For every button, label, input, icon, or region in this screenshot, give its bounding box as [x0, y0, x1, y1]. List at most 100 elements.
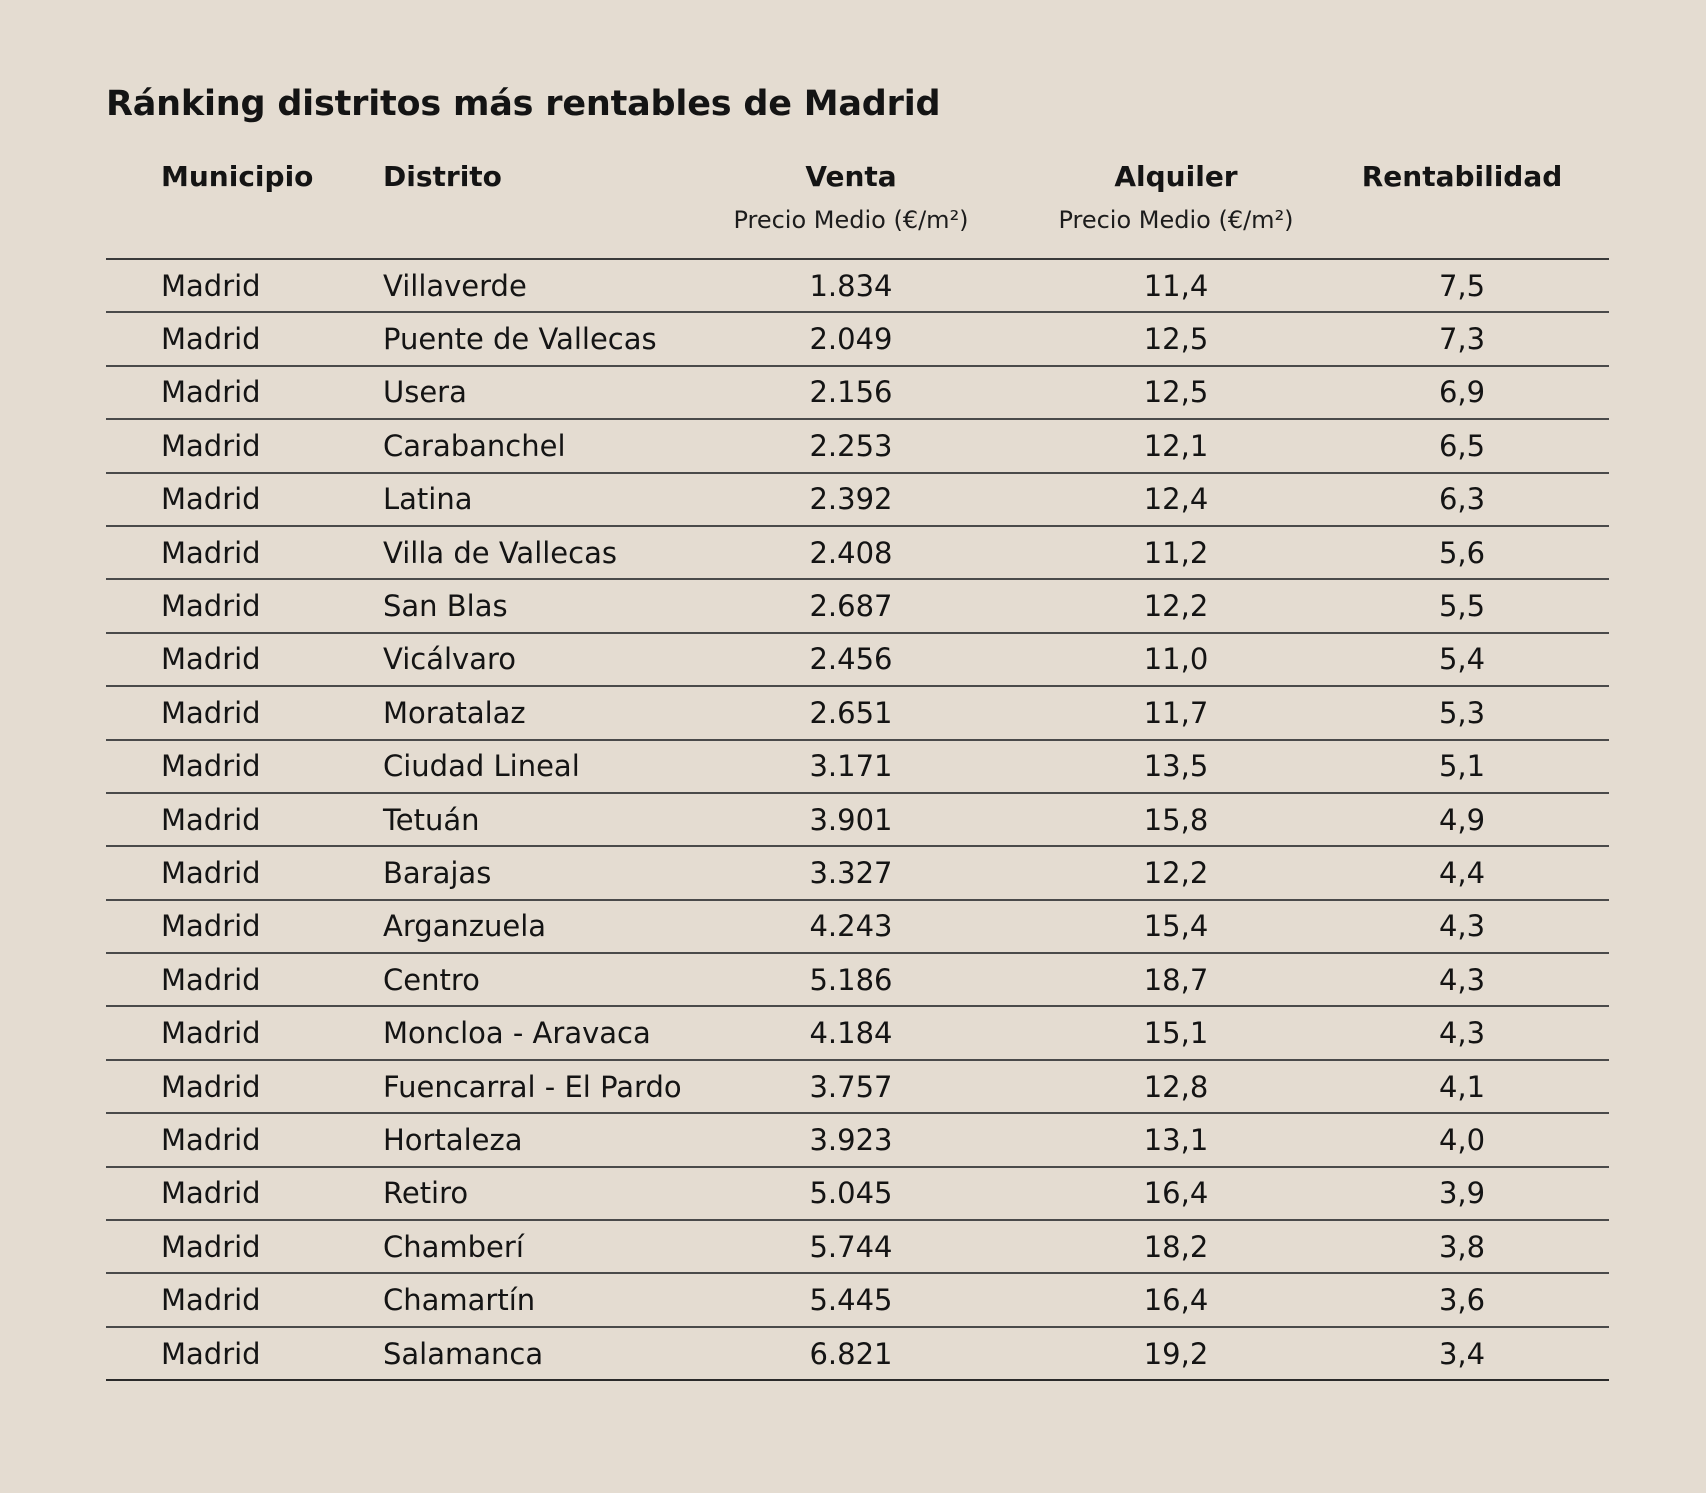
cell-alquiler: 11,7 — [1143, 695, 1209, 730]
cell-distrito: Puente de Vallecas — [383, 322, 657, 357]
header-venta-sub: Precio Medio (€/m²) — [733, 206, 969, 234]
cell-venta: 4.243 — [809, 909, 893, 944]
cell-venta: 2.456 — [809, 642, 893, 677]
cell-municipio: Madrid — [161, 855, 261, 890]
cell-municipio: Madrid — [161, 1069, 261, 1104]
cell-distrito: Carabanchel — [383, 428, 566, 463]
cell-venta: 3.327 — [809, 855, 893, 890]
cell-distrito: Ciudad Lineal — [383, 749, 580, 784]
table-row: Madrid Tetuán 3.901 15,8 4,9 — [106, 794, 1609, 848]
cell-distrito: San Blas — [383, 589, 508, 624]
cell-venta: 2.392 — [809, 482, 893, 517]
cell-municipio: Madrid — [161, 802, 261, 837]
cell-municipio: Madrid — [161, 695, 261, 730]
cell-rentabilidad: 5,1 — [1438, 749, 1486, 784]
cell-alquiler: 15,1 — [1143, 1016, 1209, 1051]
cell-alquiler: 13,1 — [1143, 1122, 1209, 1157]
cell-municipio: Madrid — [161, 1016, 261, 1051]
cell-venta: 4.184 — [809, 1016, 893, 1051]
cell-rentabilidad: 3,8 — [1438, 1229, 1486, 1264]
table-row: Madrid Carabanchel 2.253 12,1 6,5 — [106, 420, 1609, 474]
cell-distrito: Usera — [383, 375, 467, 410]
table-row: Madrid Hortaleza 3.923 13,1 4,0 — [106, 1114, 1609, 1168]
cell-rentabilidad: 4,3 — [1438, 909, 1486, 944]
cell-rentabilidad: 3,4 — [1438, 1336, 1486, 1371]
cell-alquiler: 12,2 — [1143, 855, 1209, 890]
cell-rentabilidad: 4,3 — [1438, 962, 1486, 997]
cell-rentabilidad: 4,4 — [1438, 855, 1486, 890]
cell-venta: 2.156 — [809, 375, 893, 410]
cell-distrito: Tetuán — [383, 802, 480, 837]
cell-alquiler: 18,7 — [1143, 962, 1209, 997]
cell-municipio: Madrid — [161, 909, 261, 944]
cell-municipio: Madrid — [161, 535, 261, 570]
table-row: Madrid Centro 5.186 18,7 4,3 — [106, 954, 1609, 1008]
table-row: Madrid San Blas 2.687 12,2 5,5 — [106, 580, 1609, 634]
cell-rentabilidad: 4,3 — [1438, 1016, 1486, 1051]
cell-distrito: Retiro — [383, 1176, 469, 1211]
cell-venta: 2.253 — [809, 428, 893, 463]
cell-rentabilidad: 7,5 — [1438, 268, 1486, 303]
cell-venta: 3.923 — [809, 1122, 893, 1157]
cell-venta: 2.651 — [809, 695, 893, 730]
cell-rentabilidad: 5,6 — [1438, 535, 1486, 570]
cell-venta: 5.045 — [809, 1176, 893, 1211]
cell-municipio: Madrid — [161, 1336, 261, 1371]
header-municipio: Municipio — [161, 160, 314, 193]
table-row: Madrid Retiro 5.045 16,4 3,9 — [106, 1168, 1609, 1222]
table-row: Madrid Fuencarral - El Pardo 3.757 12,8 4,1 — [106, 1061, 1609, 1115]
cell-rentabilidad: 6,3 — [1438, 482, 1486, 517]
cell-alquiler: 16,4 — [1143, 1283, 1209, 1318]
cell-venta: 3.901 — [809, 802, 893, 837]
cell-alquiler: 13,5 — [1143, 749, 1209, 784]
cell-rentabilidad: 4,0 — [1438, 1122, 1486, 1157]
cell-venta: 6.821 — [809, 1336, 893, 1371]
table-row: Madrid Puente de Vallecas 2.049 12,5 7,3 — [106, 313, 1609, 367]
cell-distrito: Hortaleza — [383, 1122, 523, 1157]
cell-alquiler: 11,0 — [1143, 642, 1209, 677]
cell-distrito: Chamartín — [383, 1283, 536, 1318]
table-row: Madrid Moratalaz 2.651 11,7 5,3 — [106, 687, 1609, 741]
cell-municipio: Madrid — [161, 1283, 261, 1318]
cell-rentabilidad: 3,9 — [1438, 1176, 1486, 1211]
cell-distrito: Barajas — [383, 855, 492, 890]
table-row: Madrid Villaverde 1.834 11,4 7,5 — [106, 260, 1609, 314]
cell-alquiler: 16,4 — [1143, 1176, 1209, 1211]
header-alquiler: Alquiler — [1114, 160, 1238, 193]
cell-alquiler: 12,8 — [1143, 1069, 1209, 1104]
table-row: Madrid Vicálvaro 2.456 11,0 5,4 — [106, 634, 1609, 688]
cell-distrito: Villaverde — [383, 268, 527, 303]
cell-alquiler: 15,8 — [1143, 802, 1209, 837]
cell-municipio: Madrid — [161, 322, 261, 357]
cell-distrito: Moratalaz — [383, 695, 526, 730]
cell-venta: 5.744 — [809, 1229, 893, 1264]
cell-municipio: Madrid — [161, 428, 261, 463]
table-row: Madrid Moncloa - Aravaca 4.184 15,1 4,3 — [106, 1007, 1609, 1061]
cell-municipio: Madrid — [161, 749, 261, 784]
cell-venta: 3.171 — [809, 749, 893, 784]
table-header: Municipio Distrito Venta Precio Medio (€… — [106, 150, 1609, 258]
cell-alquiler: 11,4 — [1143, 268, 1209, 303]
header-venta: Venta — [805, 160, 897, 193]
cell-venta: 2.408 — [809, 535, 893, 570]
cell-municipio: Madrid — [161, 1176, 261, 1211]
table-row: Madrid Salamanca 6.821 19,2 3,4 — [106, 1328, 1609, 1382]
cell-alquiler: 19,2 — [1143, 1336, 1209, 1371]
cell-venta: 3.757 — [809, 1069, 893, 1104]
cell-municipio: Madrid — [161, 642, 261, 677]
cell-municipio: Madrid — [161, 1122, 261, 1157]
table-row: Madrid Ciudad Lineal 3.171 13,5 5,1 — [106, 741, 1609, 794]
cell-distrito: Moncloa - Aravaca — [383, 1016, 651, 1051]
cell-alquiler: 12,1 — [1143, 428, 1209, 463]
cell-distrito: Latina — [383, 482, 473, 517]
table-body: Madrid Villaverde 1.834 11,4 7,5 Madrid Puente… — [106, 258, 1609, 1382]
cell-rentabilidad: 4,1 — [1438, 1069, 1486, 1104]
table-row: Madrid Arganzuela 4.243 15,4 4,3 — [106, 901, 1609, 955]
table-row: Madrid Barajas 3.327 12,2 4,4 — [106, 847, 1609, 901]
cell-alquiler: 11,2 — [1143, 535, 1209, 570]
cell-rentabilidad: 7,3 — [1438, 322, 1486, 357]
cell-venta: 1.834 — [809, 268, 893, 303]
cell-distrito: Fuencarral - El Pardo — [383, 1069, 682, 1104]
table-row: Madrid Chamartín 5.445 16,4 3,6 — [106, 1274, 1609, 1328]
cell-rentabilidad: 6,9 — [1438, 375, 1486, 410]
